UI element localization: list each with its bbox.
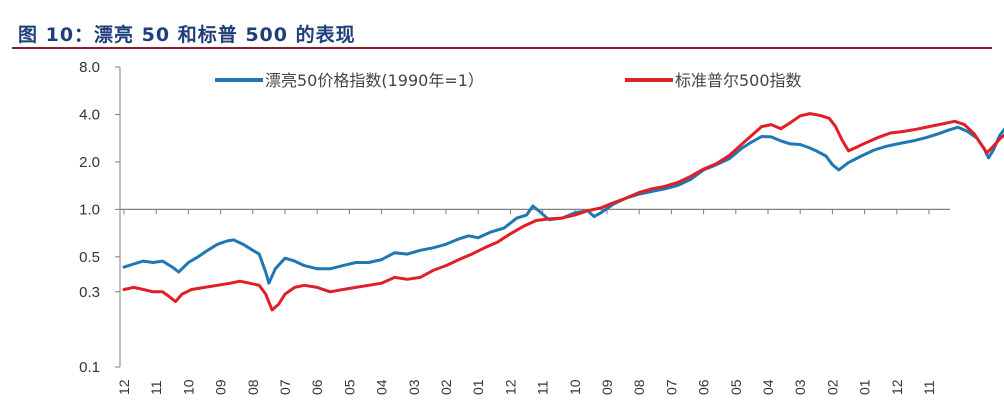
legend-label-0: 漂亮50价格指数(1990年=1） bbox=[265, 71, 484, 90]
x-tick-label: 05 bbox=[341, 379, 357, 395]
y-tick-label: 8.0 bbox=[79, 59, 100, 76]
x-tick-label: 03 bbox=[792, 379, 808, 395]
x-tick-label: 08 bbox=[245, 379, 261, 395]
x-tick-label: 11 bbox=[535, 380, 551, 395]
x-tick-label: 06 bbox=[309, 379, 325, 395]
y-tick-label: 4.0 bbox=[79, 106, 100, 123]
x-tick-label: 02 bbox=[438, 379, 454, 395]
y-tick-label: 2.0 bbox=[79, 154, 100, 171]
x-tick-label: 11 bbox=[148, 380, 164, 395]
legend: 漂亮50价格指数(1990年=1） 标准普尔500指数 bbox=[215, 71, 802, 90]
y-tick-label: 1.0 bbox=[79, 201, 100, 218]
x-tick-label: 01 bbox=[857, 379, 873, 395]
legend-label-1: 标准普尔500指数 bbox=[675, 71, 802, 90]
y-tick-label: 0.3 bbox=[79, 284, 100, 301]
x-tick-label: 04 bbox=[374, 379, 390, 395]
x-axis: 12 11 10 09 08 07 06 05 04 03 02 01 12 11 10 09 08 07 06 05… bbox=[116, 208, 950, 395]
y-tick-label: 0.1 bbox=[79, 359, 100, 376]
x-tick-label: 04 bbox=[760, 379, 776, 395]
x-tick-label: 07 bbox=[663, 379, 679, 395]
title-rule bbox=[12, 47, 992, 49]
x-tick-label: 03 bbox=[406, 379, 422, 395]
x-tick-label: 05 bbox=[728, 379, 744, 395]
x-tick-label: 08 bbox=[631, 379, 647, 395]
x-tick-label: 09 bbox=[599, 379, 615, 395]
y-tick-label: 0.5 bbox=[79, 249, 100, 266]
x-tick-label: 02 bbox=[824, 379, 840, 395]
x-tick-label: 09 bbox=[213, 379, 229, 395]
x-tick-label: 10 bbox=[180, 379, 196, 395]
x-tick-label: 06 bbox=[696, 379, 712, 395]
x-tick-label: 12 bbox=[889, 379, 905, 395]
series-layer bbox=[122, 112, 1004, 312]
series-line-0 bbox=[122, 125, 1004, 285]
y-axis: 8.0 4.0 2.0 1.0 0.5 0.3 0.1 bbox=[79, 59, 121, 376]
series-line-1 bbox=[122, 112, 1004, 312]
x-tick-label: 10 bbox=[567, 379, 583, 395]
x-tick-label: 07 bbox=[277, 379, 293, 395]
x-tick-label: 12 bbox=[116, 379, 132, 395]
x-tick-label: 01 bbox=[470, 379, 486, 395]
x-tick-label: 12 bbox=[502, 379, 518, 395]
x-tick-label: 11 bbox=[921, 380, 937, 395]
figure-title: 图 10：漂亮 50 和标普 500 的表现 bbox=[18, 24, 356, 46]
